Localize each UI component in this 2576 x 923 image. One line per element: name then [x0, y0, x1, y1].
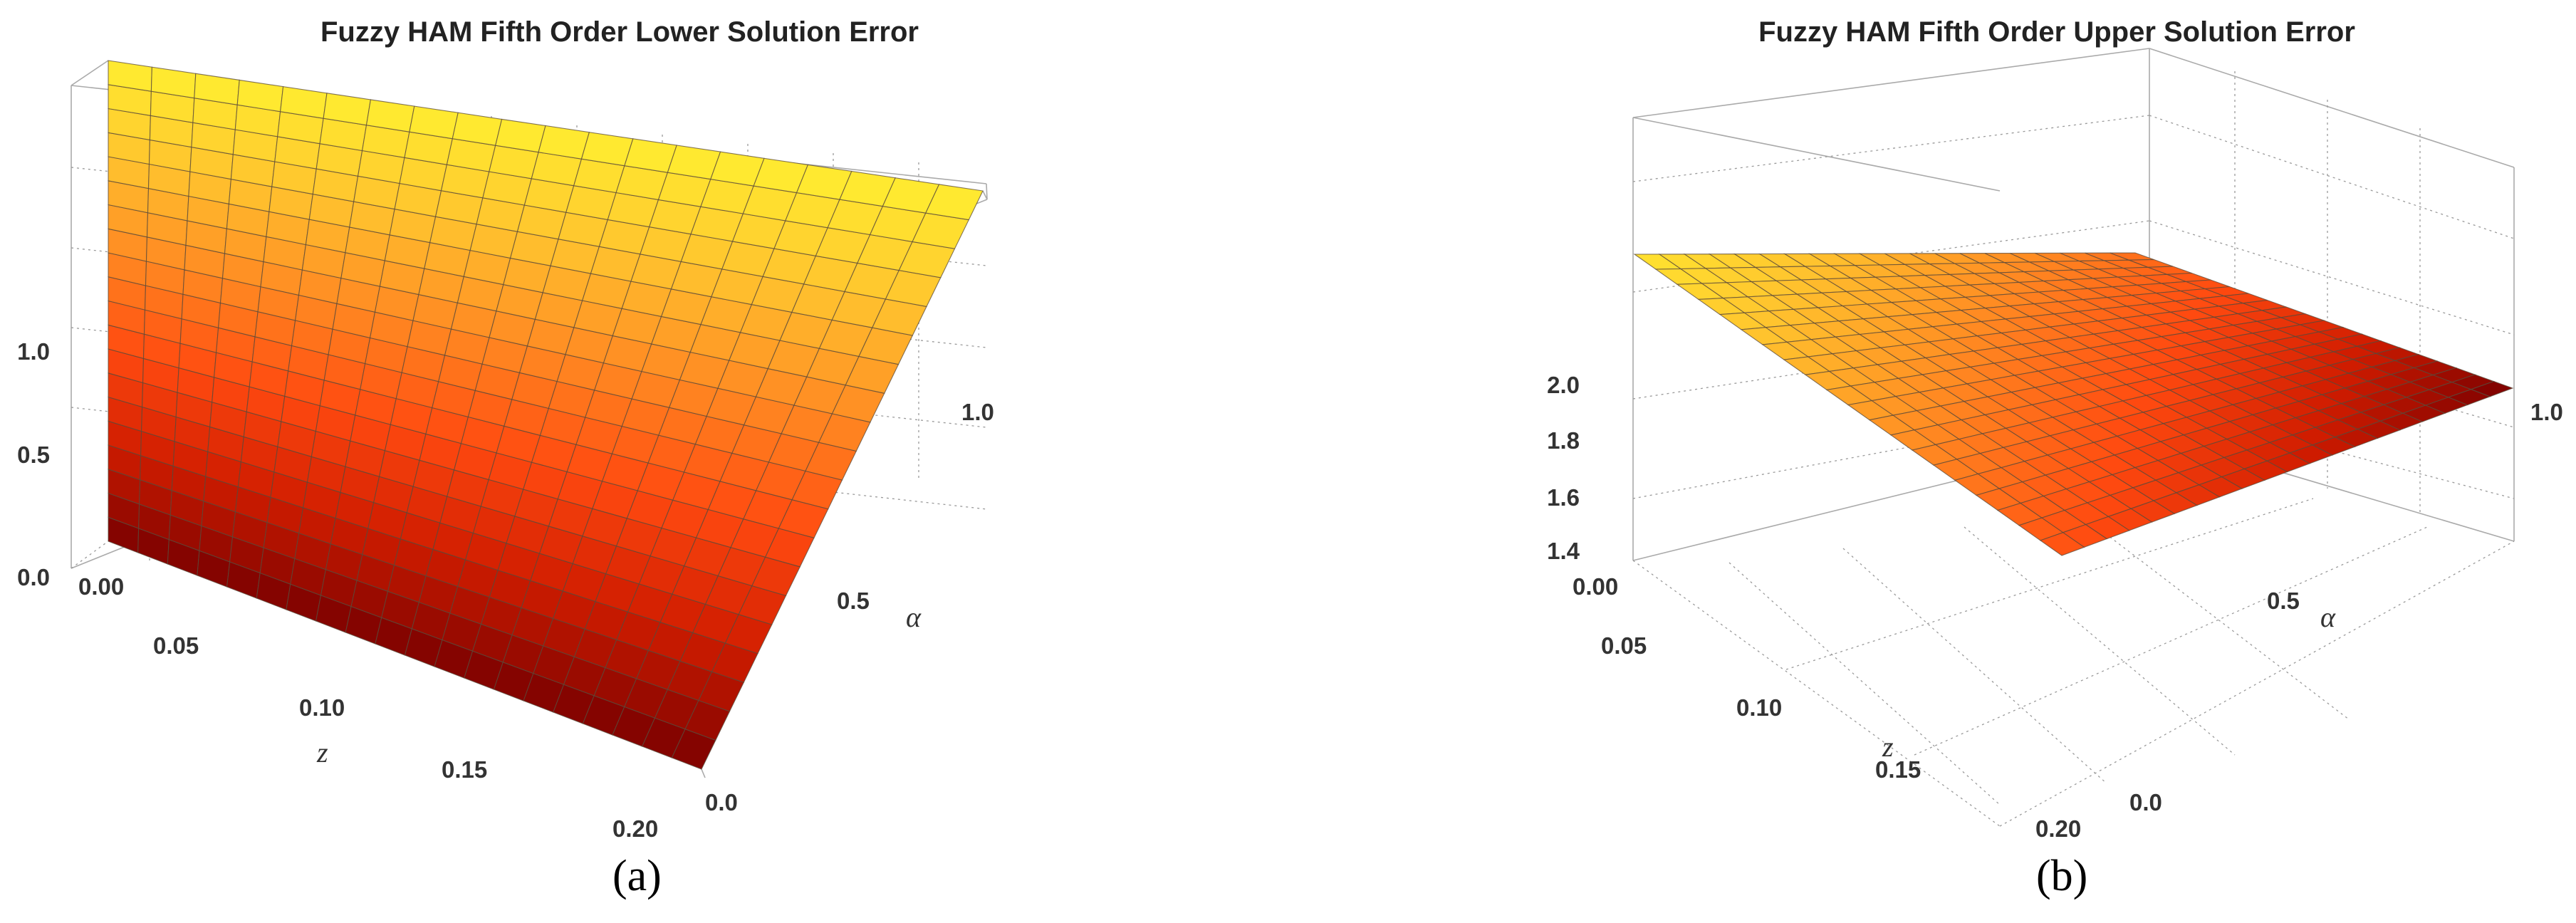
z-value-tick-label: 0.0: [17, 564, 50, 590]
x-axis-label: z: [1882, 731, 1894, 763]
z-value-tick-label: 1.8: [1547, 427, 1580, 454]
z-value-tick-label: 1.4: [1547, 538, 1580, 564]
x-tick-label: 0.00: [1573, 573, 1618, 600]
surface-plot-b: Fuzzy HAM Fifth Order Upper Solution Err…: [1547, 16, 2563, 840]
z-value-tick-label: 0.5: [17, 442, 50, 468]
surface-plot-a: Fuzzy HAM Fifth Order Lower Solution Err…: [17, 16, 994, 840]
surface-cell: [2470, 380, 2514, 397]
alpha-axis-label: α: [2320, 601, 2336, 633]
surface-mesh: [1633, 252, 2514, 556]
grid-lines: [1632, 71, 2515, 827]
x-tick-label: 0.05: [1601, 632, 1647, 659]
x-tick-label: 0.20: [612, 815, 658, 840]
surface-cell: [924, 184, 984, 221]
x-tick-label: 0.15: [442, 756, 487, 783]
surface-mesh: [108, 60, 984, 770]
x-tick-label: 0.10: [299, 694, 345, 721]
x-tick-label: 0.00: [78, 573, 124, 600]
x-tick-label: 0.20: [2035, 815, 2081, 840]
alpha-tick-label: 0.5: [837, 588, 870, 614]
tick-labels: 0.00 0.05 0.10 0.15 0.20 0.0 0.5 1.0 0.0 0.5 1.0: [17, 338, 994, 840]
alpha-tick-label: 1.0: [2530, 399, 2563, 425]
z-value-tick-label: 1.6: [1547, 484, 1580, 511]
alpha-tick-label: 0.0: [705, 789, 738, 815]
alpha-axis-label: α: [906, 601, 922, 633]
z-value-tick-label: 2.0: [1547, 372, 1580, 398]
alpha-tick-label: 0.0: [2129, 789, 2162, 815]
alpha-tick-label: 1.0: [961, 399, 994, 425]
z-value-tick-label: 1.0: [17, 338, 50, 365]
chart-panel-b: Fuzzy HAM Fifth Order Upper Solution Err…: [1288, 0, 2576, 923]
chart-title: Fuzzy HAM Fifth Order Lower Solution Err…: [320, 16, 919, 48]
x-axis-label: z: [316, 736, 328, 768]
caption-a: (a): [612, 852, 662, 900]
x-tick-label: 0.10: [1736, 694, 1782, 721]
x-tick-label: 0.05: [153, 632, 199, 659]
x-tick-label: 0.15: [1875, 756, 1921, 783]
chart-panel-a: Fuzzy HAM Fifth Order Lower Solution Err…: [17, 16, 994, 900]
chart-title: Fuzzy HAM Fifth Order Upper Solution Err…: [1758, 16, 2355, 48]
caption-b: (b): [2036, 852, 2088, 900]
alpha-tick-label: 0.5: [2267, 588, 2300, 614]
tick-labels: 0.00 0.05 0.10 0.15 0.20 0.0 0.5 1.0 1.4 1.6 1.8 2.…: [1547, 372, 2563, 840]
